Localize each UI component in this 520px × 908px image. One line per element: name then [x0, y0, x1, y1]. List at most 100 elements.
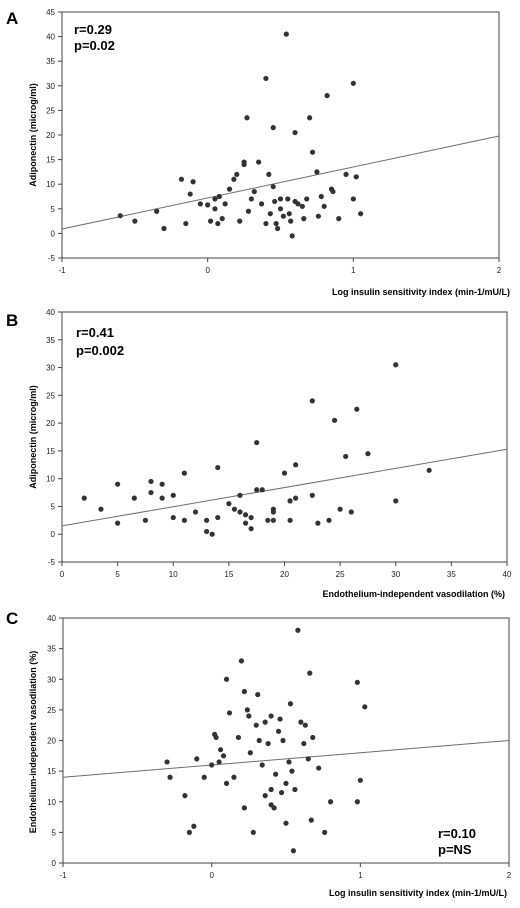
- panel-b-data-point: [287, 517, 293, 523]
- panel-a-data-point: [117, 213, 123, 219]
- panel-c-data-point: [223, 676, 230, 682]
- panel-c-data-point: [302, 722, 308, 728]
- panel-b-y-tick-label: 15: [46, 447, 55, 456]
- panel-c-data-point: [308, 817, 314, 823]
- panel-c-data-point: [322, 829, 328, 835]
- panel-c-data-point: [310, 734, 316, 741]
- panel-c-x-tick-label: 2: [507, 871, 512, 880]
- panel-a-data-point: [263, 75, 269, 82]
- panel-a-points: [117, 31, 364, 239]
- panel-b-points: [81, 362, 432, 537]
- panel-c-r-annotation: r=0.10: [438, 826, 476, 841]
- panel-b-data-point: [131, 495, 137, 501]
- panel-c-y-tick-label: 30: [47, 675, 56, 684]
- panel-b-data-point: [343, 453, 349, 460]
- panel-c-data-point: [265, 740, 271, 747]
- panel-b-data-point: [159, 495, 165, 501]
- panel-c-data-point: [268, 786, 274, 793]
- panel-a-data-point: [244, 115, 250, 121]
- panel-a-data-point: [187, 191, 193, 197]
- panel-c-data-point: [262, 719, 268, 725]
- panel-c-data-point: [354, 679, 360, 685]
- panel-b-y-tick-label: 40: [46, 308, 55, 317]
- panel-a-data-point: [245, 208, 252, 214]
- panel-a-plot-area: [61, 11, 500, 259]
- panel-b-data-point: [426, 467, 432, 473]
- panel-b-data-point: [148, 478, 154, 485]
- panel-a-data-point: [273, 220, 279, 227]
- panel-c-data-point: [223, 780, 230, 786]
- panel-b-data-point: [242, 512, 249, 518]
- panel-c-data-point: [354, 799, 360, 805]
- panel-a-regression-line: [61, 135, 500, 230]
- panel-c-x-tick-label: 1: [358, 871, 363, 880]
- panel-a-x-tick-label: 2: [497, 266, 502, 275]
- panel-c-data-point: [167, 774, 173, 780]
- panel-a-p-annotation: p=0.02: [74, 38, 115, 53]
- panel-a-data-point: [292, 129, 298, 136]
- panel-b-data-point: [293, 495, 299, 501]
- panel-b-data-point: [159, 481, 165, 487]
- panel-c-data-point: [262, 793, 268, 799]
- panel-a-data-point: [277, 196, 284, 202]
- panel-a-data-point: [318, 193, 324, 200]
- panel-c-data-point: [362, 704, 368, 710]
- panel-c-data-point: [277, 716, 283, 722]
- panel-b-data-point: [248, 526, 254, 532]
- panel-a-ticks: -5 0 5 10 15 20 25 30 35 40 45 -1 0 1 2: [46, 8, 502, 275]
- panel-b-y-tick-label: 20: [46, 419, 55, 428]
- panel-a-data-point: [216, 193, 222, 200]
- panel-c-y-tick-label: 20: [47, 737, 56, 746]
- panel-a-data-point: [219, 216, 225, 222]
- panel-a-data-point: [234, 171, 240, 177]
- panel-a-data-point: [212, 196, 218, 202]
- panel-b-data-point: [331, 417, 338, 423]
- panel-b-data-point: [204, 528, 210, 535]
- panel-c-data-point: [283, 780, 289, 786]
- panel-a-data-point: [215, 220, 221, 227]
- panel-b-data-point: [115, 520, 121, 526]
- panel-b-data-point: [309, 492, 315, 498]
- panel-b-x-tick-label: 30: [391, 570, 400, 579]
- panel-c-data-point: [268, 713, 274, 719]
- panel-a-y-tick-label: 15: [46, 156, 55, 165]
- panel-b-y-tick-label: 30: [46, 364, 55, 373]
- panel-c-x-tick-label: 0: [209, 871, 214, 880]
- panel-c-y-tick-label: 25: [47, 706, 56, 715]
- panel-a-data-point: [266, 171, 272, 177]
- panel-a-data-point: [353, 174, 359, 180]
- panel-c-data-point: [164, 759, 170, 765]
- panel-a-data-point: [161, 225, 167, 232]
- panel-a-y-tick-label: 0: [51, 229, 56, 238]
- panel-a-data-point: [267, 211, 273, 217]
- panel-b-x-tick-label: 25: [336, 570, 345, 579]
- panel-b-data-point: [309, 398, 315, 404]
- panel-a-x-axis-label: Log insulin sensitivity index (min-1/mU/…: [332, 287, 510, 297]
- panel-a-data-point: [336, 216, 342, 222]
- panel-c-data-point: [283, 820, 289, 826]
- panel-a-data-point: [251, 188, 257, 195]
- panel-a-data-point: [309, 149, 316, 155]
- panel-c-data-point: [289, 768, 295, 774]
- panel-a-r-annotation: r=0.29: [74, 22, 112, 37]
- panel-b-y-tick-label: 5: [51, 502, 56, 511]
- panel-c-points: [164, 627, 368, 854]
- panel-b-y-tick-label: 25: [46, 391, 55, 400]
- panel-c-data-point: [286, 759, 292, 765]
- panel-b-x-tick-label: 35: [447, 570, 456, 579]
- panel-a-data-point: [237, 218, 243, 224]
- panel-a-data-point: [197, 201, 203, 207]
- panel-b-y-tick-label: 10: [46, 475, 55, 484]
- panel-c-data-point: [259, 762, 265, 768]
- panel-c-y-tick-label: 15: [47, 767, 56, 776]
- panel-a-data-point: [178, 176, 185, 182]
- panel-b-data-point: [326, 517, 332, 523]
- panel-a-y-tick-label: 5: [51, 205, 56, 214]
- panel-b-plot-area: [61, 311, 508, 563]
- panel-b-data-point: [315, 520, 321, 526]
- panel-c-x-tick-label: -1: [59, 871, 67, 880]
- panel-b-data-point: [354, 406, 360, 412]
- panel-c-data-point: [231, 774, 237, 780]
- panel-c-data-point: [217, 747, 224, 753]
- panel-a-data-point: [330, 188, 336, 195]
